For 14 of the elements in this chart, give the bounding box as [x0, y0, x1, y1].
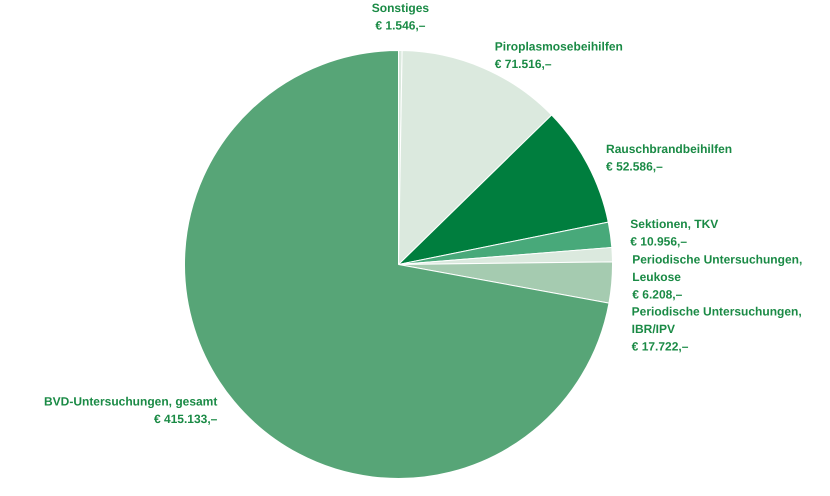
slice-label: Sektionen, TKV [630, 217, 718, 232]
data-label: € 6.208,– [632, 287, 683, 302]
slice-label: Piroplasmosebeihilfen [494, 39, 623, 54]
data-label: € 71.516,– [494, 56, 552, 71]
slice-label: Rauschbrandbeihilfen [606, 142, 732, 156]
data-label: € 1.546,– [375, 18, 426, 32]
slice-label: Sonstiges [372, 0, 430, 15]
data-label: € 10.956,– [630, 234, 688, 249]
data-label: € 17.722,– [632, 339, 689, 354]
slice-label: Periodische Untersuchungen, IBR/IPV [632, 304, 802, 336]
data-label: € 52.586,– [606, 160, 664, 174]
slice-label: Periodische Untersuchungen, Leukose [632, 252, 802, 284]
data-label: € 415.133,– [154, 412, 218, 426]
slice-label: BVD-Untersuchungen, gesamt [44, 394, 218, 409]
